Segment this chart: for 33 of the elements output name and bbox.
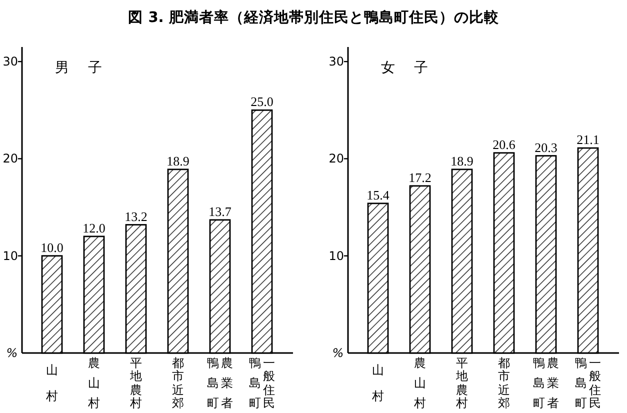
text: 男子 — [55, 60, 121, 76]
category-label: 鴨島町農業者 — [532, 356, 560, 410]
data-label: 20.6 — [492, 136, 516, 152]
data-label: 13.7 — [208, 204, 232, 219]
y-axis-title: % — [6, 346, 18, 360]
y-tick-label: 10 — [2, 248, 18, 263]
x-tick-label: 農山村 — [413, 356, 427, 410]
y-tick-label: 20 — [328, 152, 344, 166]
y-axis-title: % — [332, 346, 344, 360]
x-tick-label: 山村 — [371, 363, 385, 403]
data-label: 15.4 — [366, 187, 390, 202]
data-label: 21.1 — [576, 132, 600, 148]
text: 女子 — [381, 60, 447, 76]
data-label: 20.3 — [534, 140, 558, 155]
data-label: 17.2 — [408, 170, 432, 185]
category-label: 鴨島町農業者 — [206, 356, 234, 410]
data-label: 25.0 — [250, 94, 274, 110]
data-label: 18.9 — [450, 153, 474, 168]
data-label: 13.2 — [124, 208, 148, 224]
data-label: 12.0 — [82, 220, 106, 236]
y-tick-label: 10 — [328, 248, 344, 263]
data-label: 10.0 — [40, 240, 64, 255]
x-tick-label: 都市近郊 — [171, 356, 185, 410]
x-tick-label: 都市近郊 — [497, 356, 511, 410]
y-tick-label: 30 — [2, 54, 18, 69]
y-tick-label: 30 — [328, 54, 344, 69]
y-tick-label: 20 — [2, 152, 18, 166]
data-label: 18.9 — [166, 153, 190, 168]
chart-title: 図 3. 肥満者率（経済地帯別住民と鴨島町住民）の比較 — [128, 8, 500, 26]
x-tick-label: 山村 — [45, 363, 59, 403]
x-tick-label: 農山村 — [87, 356, 101, 410]
x-tick-label: 平地農村 — [455, 356, 469, 410]
x-tick-label: 平地農村 — [129, 356, 143, 410]
